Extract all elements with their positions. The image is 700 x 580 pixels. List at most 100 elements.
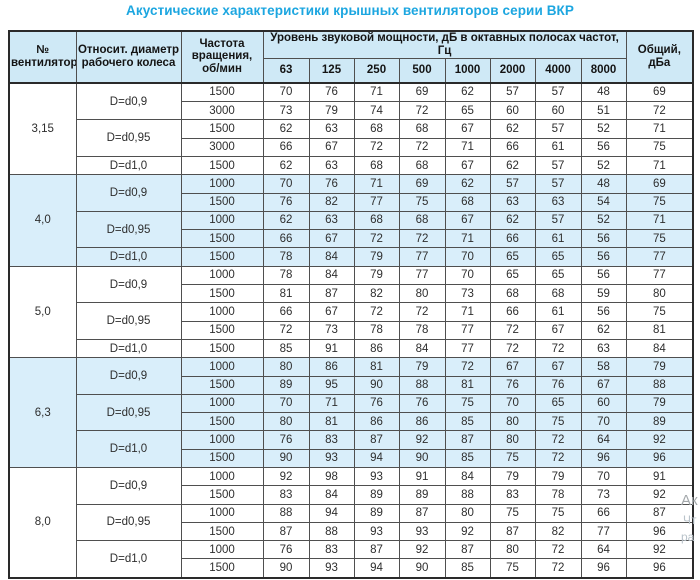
total-dba-cell: 77	[625, 247, 694, 267]
level-cell-8000hz: 56	[580, 137, 627, 157]
diameter-cell: D=d0,9	[75, 466, 182, 505]
total-dba-cell: 89	[625, 412, 694, 432]
level-cell-63hz: 70	[262, 393, 310, 414]
rpm-cell: 1500	[180, 284, 264, 304]
level-cell-1000hz: 80	[444, 503, 491, 523]
level-cell-4000hz: 61	[534, 137, 582, 157]
level-cell-63hz: 66	[262, 302, 310, 322]
level-cell-500hz: 68	[398, 210, 446, 231]
table-row: D=d0,95 1500 62 63 68 68 67 62 57 52 71	[9, 119, 694, 157]
diameter-cell: D=d0,9	[75, 357, 182, 395]
level-cell-2000hz: 80	[489, 540, 536, 560]
rpm-cell: 3000	[180, 101, 264, 121]
level-cell-4000hz: 72	[534, 338, 582, 359]
level-cell-8000hz: 51	[580, 101, 627, 121]
level-cell-1000hz: 87	[444, 540, 491, 560]
level-cell-125hz: 95	[308, 375, 355, 395]
total-dba-cell: 96	[625, 521, 694, 542]
total-dba-cell: 80	[625, 284, 694, 304]
level-cell-4000hz: 78	[534, 485, 582, 505]
level-cell-125hz: 81	[308, 412, 355, 432]
level-cell-2000hz: 62	[489, 155, 536, 176]
level-cell-250hz: 68	[353, 210, 400, 231]
level-cell-63hz: 76	[262, 540, 310, 560]
total-dba-cell: 79	[625, 357, 694, 377]
level-cell-250hz: 77	[353, 192, 400, 212]
level-cell-2000hz: 57	[489, 174, 536, 194]
level-cell-8000hz: 70	[580, 466, 627, 487]
table-row: D=d0,95 1000 66 67 72 72 71 66 61 56 75	[9, 302, 694, 340]
level-cell-2000hz: 83	[489, 485, 536, 505]
level-cell-2000hz: 75	[489, 503, 536, 523]
diameter-cell: D=d1,0	[75, 430, 182, 468]
total-dba-cell: 96	[625, 558, 694, 579]
level-cell-1000hz: 75	[444, 393, 491, 414]
level-cell-8000hz: 64	[580, 430, 627, 450]
level-cell-4000hz: 75	[534, 503, 582, 523]
level-cell-4000hz: 68	[534, 284, 582, 304]
level-cell-8000hz: 67	[580, 375, 627, 395]
level-cell-250hz: 87	[353, 430, 400, 450]
level-cell-2000hz: 63	[489, 192, 536, 212]
level-cell-63hz: 90	[262, 448, 310, 468]
table-row: D=d1,0 1000 76 83 87 92 87 80 72 64 92	[9, 430, 694, 468]
level-cell-4000hz: 72	[534, 430, 582, 450]
level-cell-63hz: 73	[262, 101, 310, 121]
table-row: D=d0,95 1000 70 71 76 76 75 70 65 60 79	[9, 393, 694, 432]
table-row: 6,3 D=d0,9 1000 80 86 81 79 72 67 67 58 79	[8, 357, 694, 468]
level-cell-500hz: 92	[398, 430, 446, 450]
level-cell-250hz: 90	[353, 375, 400, 395]
total-dba-cell: 77	[625, 265, 694, 286]
level-cell-8000hz: 58	[580, 357, 627, 377]
fan-number-cell: 8,0	[8, 466, 77, 579]
level-cell-125hz: 67	[308, 137, 355, 157]
level-cell-4000hz: 57	[534, 155, 582, 176]
total-dba-cell: 79	[625, 393, 694, 414]
level-cell-125hz: 76	[308, 174, 355, 194]
level-cell-63hz: 62	[262, 119, 310, 139]
table-header: № вентилятора Относит. диаметр рабочего …	[8, 30, 694, 84]
level-cell-125hz: 67	[308, 229, 355, 249]
level-cell-500hz: 75	[398, 192, 446, 212]
level-cell-500hz: 77	[398, 247, 446, 267]
level-cell-1000hz: 71	[444, 229, 491, 249]
level-cell-8000hz: 64	[580, 540, 627, 560]
total-dba-cell: 69	[625, 174, 694, 194]
table-row: D=d1,0 1500 78 84 79 77 70 65 65 56 77	[9, 247, 694, 267]
level-cell-8000hz: 52	[580, 155, 627, 176]
diameter-cell: D=d0,95	[75, 302, 182, 340]
level-cell-2000hz: 65	[489, 265, 536, 286]
level-cell-1000hz: 70	[444, 247, 491, 267]
diameter-cell: D=d0,95	[75, 393, 182, 432]
level-cell-4000hz: 82	[534, 521, 582, 542]
header-freq-250: 250	[353, 57, 400, 84]
level-cell-4000hz: 60	[534, 101, 582, 121]
level-cell-63hz: 70	[262, 174, 310, 194]
level-cell-8000hz: 73	[580, 485, 627, 505]
header-fan-number: № вентилятора	[8, 30, 77, 84]
level-cell-500hz: 72	[398, 101, 446, 121]
level-cell-8000hz: 77	[580, 521, 627, 542]
rpm-cell: 1000	[180, 393, 264, 414]
header-freq-2000: 2000	[489, 57, 536, 84]
level-cell-4000hz: 63	[534, 192, 582, 212]
level-cell-125hz: 93	[308, 448, 355, 468]
table-row: D=d0,95 1000 88 94 89 87 80 75 75 66 87	[9, 503, 694, 542]
level-cell-500hz: 77	[398, 265, 446, 286]
level-cell-250hz: 68	[353, 155, 400, 176]
level-cell-63hz: 80	[262, 412, 310, 432]
total-dba-cell: 75	[625, 229, 694, 249]
level-cell-63hz: 78	[262, 247, 310, 267]
header-total-dba: Общий, дБа	[625, 30, 694, 84]
level-cell-4000hz: 65	[534, 247, 582, 267]
rpm-cell: 1500	[180, 448, 264, 468]
level-cell-4000hz: 72	[534, 448, 582, 468]
level-cell-8000hz: 56	[580, 302, 627, 322]
level-cell-125hz: 73	[308, 320, 355, 340]
level-cell-63hz: 85	[262, 338, 310, 359]
level-cell-500hz: 79	[398, 357, 446, 377]
table-row: D=d1,0 1500 85 91 86 84 77 72 72 63 84	[9, 338, 694, 359]
level-cell-4000hz: 79	[534, 466, 582, 487]
table-row: 1500 89 95 90 88 81 76 76 67 88	[9, 375, 694, 395]
level-cell-63hz: 90	[262, 558, 310, 579]
